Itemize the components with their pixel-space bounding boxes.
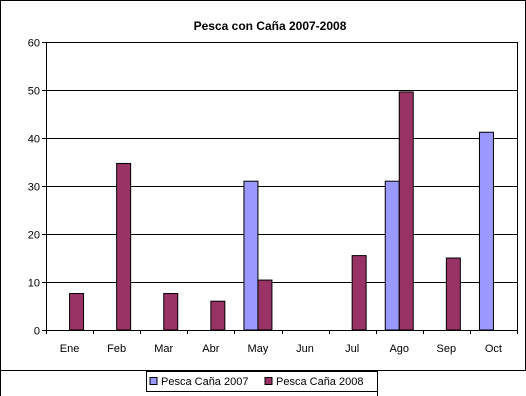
legend-label: Pesca Caña 2007 — [161, 376, 248, 388]
bar-2008-may — [257, 279, 273, 331]
y-tick-label: 0 — [34, 326, 40, 338]
bar-2007-ago — [384, 180, 400, 331]
bar-2008-mar — [163, 293, 179, 331]
x-tick-labels: Ene Feb Mar Abr May Jun Jul Ago Sep Oct — [60, 343, 502, 355]
x-tick-label: Oct — [485, 343, 502, 355]
x-tick-label: Ago — [389, 343, 409, 355]
bar-2008-jul — [351, 255, 367, 331]
x-tick-label: Mar — [154, 343, 173, 355]
legend-box — [146, 371, 378, 392]
x-tick-label: Abr — [202, 343, 219, 355]
x-tick-label: Feb — [107, 343, 126, 355]
legend: Pesca Caña 2007 Pesca Caña 2008 — [146, 371, 378, 392]
y-tick-label: 10 — [28, 278, 40, 290]
legend-swatch — [149, 377, 158, 385]
legend-swatch — [264, 377, 273, 385]
y-tick-label: 60 — [28, 38, 40, 50]
bar-2008-feb — [116, 162, 132, 331]
x-tick-label: May — [248, 343, 269, 355]
x-tick-label: Ene — [60, 343, 80, 355]
y-tick-label: 30 — [28, 182, 40, 194]
bar-2008-ago — [398, 91, 414, 331]
axes — [46, 42, 518, 334]
x-tick-label: Jul — [345, 343, 359, 355]
bar-2007-oct — [478, 131, 494, 331]
x-tick-label: Sep — [437, 343, 457, 355]
y-tick-label: 50 — [28, 86, 40, 98]
bar-2007-may — [243, 180, 259, 331]
bar-2008-sep — [445, 257, 461, 331]
bars — [69, 91, 494, 331]
legend-label: Pesca Caña 2008 — [276, 376, 363, 388]
bar-2008-ene — [69, 293, 85, 331]
y-tick-label: 40 — [28, 134, 40, 146]
x-tick-label: Jun — [296, 343, 314, 355]
y-tick-labels: 0 10 20 30 40 50 60 — [28, 38, 40, 338]
chart-title: Pesca con Caña 2007-2008 — [194, 19, 347, 33]
y-tick-label: 20 — [28, 230, 40, 242]
bar-2008-abr — [210, 300, 226, 331]
